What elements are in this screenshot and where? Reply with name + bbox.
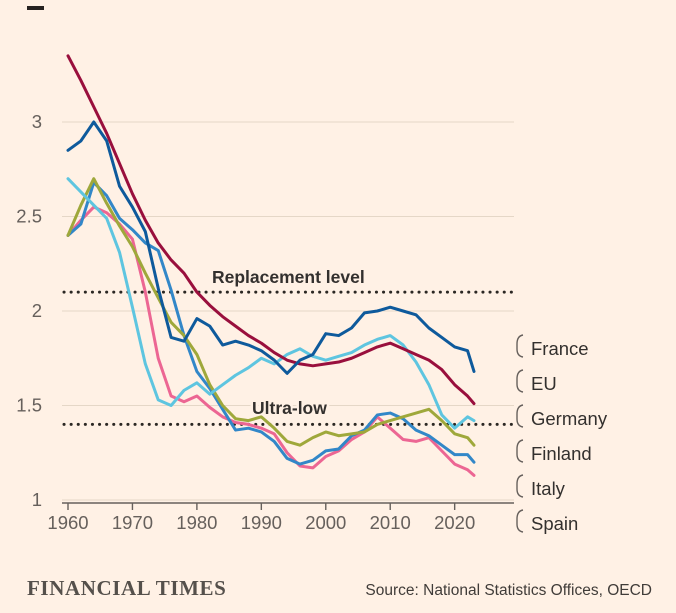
label-bracket <box>516 439 524 463</box>
y-tick-label: 3 <box>32 111 42 132</box>
y-tick-label: 1.5 <box>16 395 42 416</box>
chart-top-dash <box>27 6 44 10</box>
series-line-italy <box>66 180 476 466</box>
source-note: Source: National Statistics Offices, OEC… <box>365 582 652 599</box>
label-bracket <box>516 334 524 358</box>
series-label-eu: EU <box>531 373 557 394</box>
ft-brand: FINANCIAL TIMES <box>27 576 227 600</box>
series-line-spain <box>66 205 476 477</box>
x-tick-label: 1970 <box>112 512 153 533</box>
x-tick-label: 1980 <box>176 512 217 533</box>
series-label-france: France <box>531 338 589 359</box>
x-tick-label: 1990 <box>241 512 282 533</box>
series-line-finland <box>66 177 476 447</box>
series-label-germany: Germany <box>531 408 608 429</box>
series-line-germany <box>66 177 476 430</box>
reference-line-label: Ultra-low <box>252 398 327 418</box>
fertility-line-chart: 1 1.5 2 2.5 3 1960 1970 1980 1990 2000 2010 2020 Rep… <box>16 54 608 534</box>
series-label-spain: Spain <box>531 513 578 534</box>
label-bracket <box>516 404 524 428</box>
x-tick-label: 2010 <box>370 512 411 533</box>
chart-footer: FINANCIAL TIMES Source: National Statist… <box>0 576 676 601</box>
series-label-italy: Italy <box>531 478 566 499</box>
x-tick-label: 2000 <box>305 512 346 533</box>
reference-line-label: Replacement level <box>212 267 365 287</box>
series-line-eu <box>66 54 476 406</box>
y-tick-label: 2.5 <box>16 206 42 227</box>
x-tick-label: 1960 <box>47 512 88 533</box>
y-tick-label: 2 <box>32 300 42 321</box>
series-label-finland: Finland <box>531 443 592 464</box>
x-tick-label: 2020 <box>434 512 475 533</box>
label-bracket <box>516 369 524 393</box>
y-tick-label: 1 <box>32 489 42 510</box>
label-bracket <box>516 509 524 533</box>
series-line-france <box>66 120 476 375</box>
label-bracket <box>516 474 524 498</box>
